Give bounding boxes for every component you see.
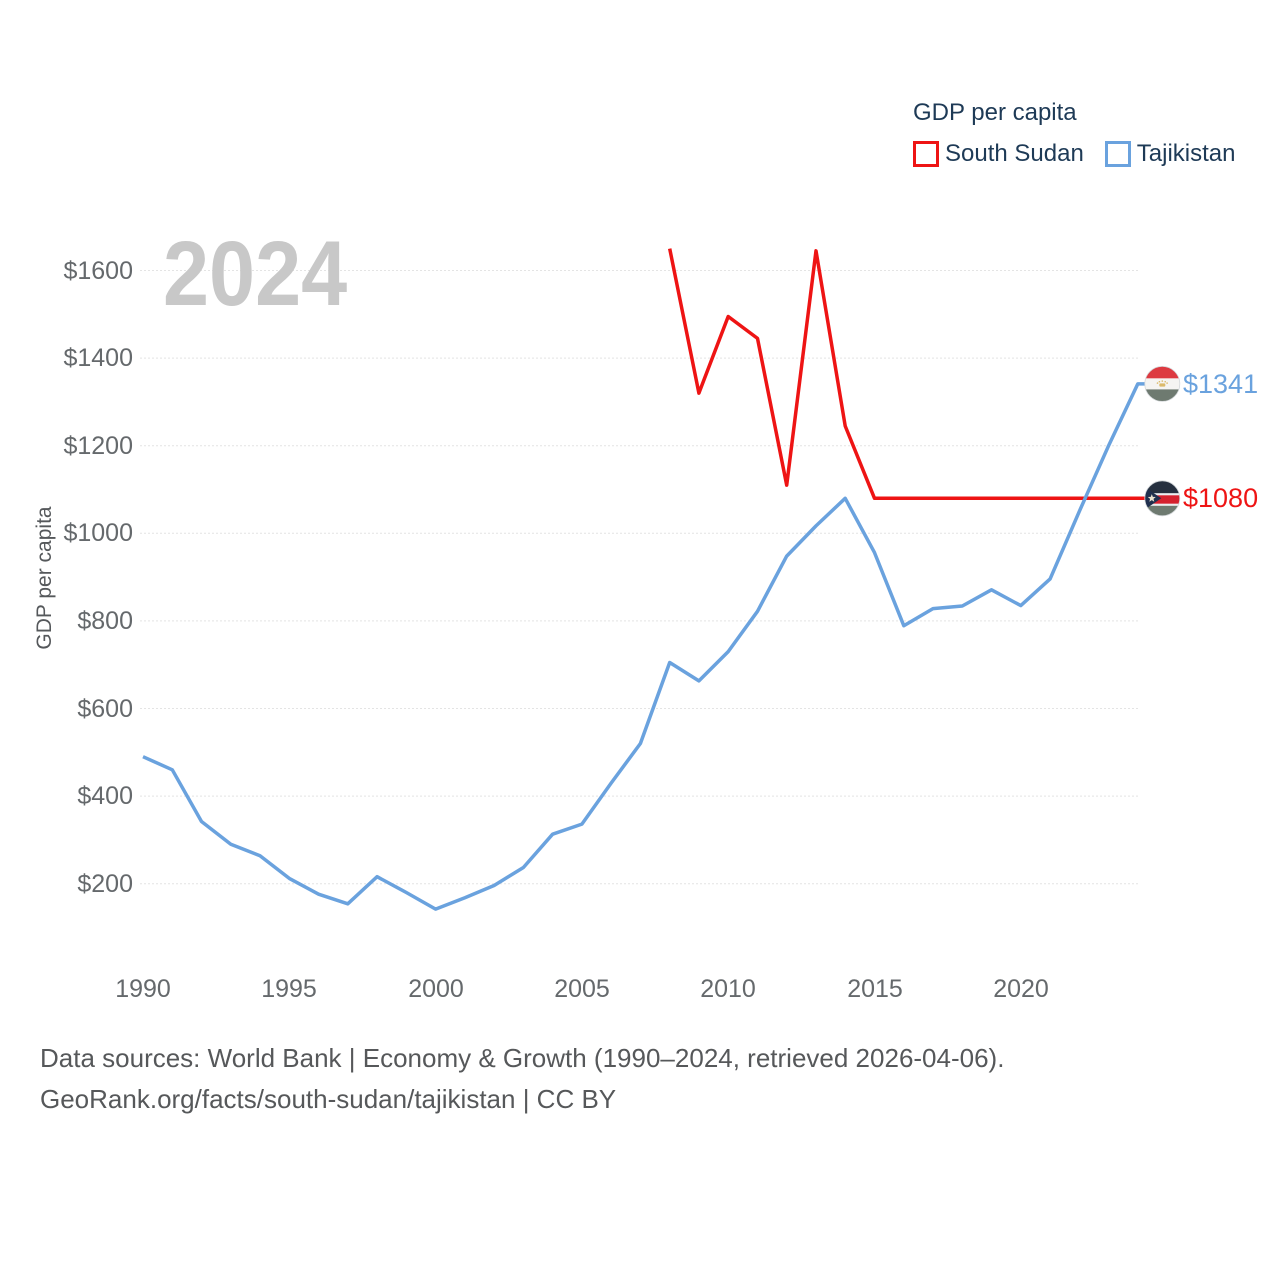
y-axis-title: GDP per capita xyxy=(33,506,56,650)
x-tick-label: 2010 xyxy=(700,975,756,1003)
tajikistan-swatch-icon xyxy=(1104,141,1131,167)
south-sudan-end-value-label: $1080 xyxy=(1183,483,1259,513)
x-tick-label: 2015 xyxy=(847,975,903,1003)
y-tick-label: $1000 xyxy=(63,519,133,547)
south-sudan-flag-icon xyxy=(1144,480,1181,517)
y-tick-label: $600 xyxy=(77,695,133,723)
legend-label: Tajikistan xyxy=(1136,140,1236,167)
y-tick-label: $200 xyxy=(77,870,133,898)
tajikistan-flag-icon xyxy=(1144,365,1181,402)
y-tick-label: $800 xyxy=(77,607,133,635)
y-tick-label: $1400 xyxy=(63,344,133,372)
attribution-text: GeoRank.org/facts/south-sudan/tajikistan… xyxy=(40,1084,617,1114)
legend-item-south-sudan[interactable]: South Sudan xyxy=(913,140,1084,168)
data-sources-text: Data sources: World Bank | Economy & Gro… xyxy=(40,1043,1005,1073)
gridlines xyxy=(140,270,1140,885)
legend-title: GDP per capita xyxy=(913,99,1077,126)
south-sudan-swatch-icon xyxy=(913,141,939,167)
y-tick-label: $1200 xyxy=(63,432,133,460)
tajikistan-end-value-label: $1341 xyxy=(1183,369,1259,399)
x-tick-label: 2000 xyxy=(408,975,464,1003)
legend: GDP per capita South Sudan Tajikistan xyxy=(913,99,1236,168)
series-line-south-sudan xyxy=(667,248,1150,501)
y-tick-label: $1600 xyxy=(63,257,133,285)
x-tick-label: 1990 xyxy=(115,975,171,1003)
series-line-tajikistan xyxy=(142,382,1150,911)
x-tick-label: 2005 xyxy=(554,975,610,1003)
x-tick-label: 2020 xyxy=(993,975,1049,1003)
x-tick-label: 1995 xyxy=(261,975,317,1003)
legend-label: South Sudan xyxy=(945,140,1084,167)
legend-row: South Sudan Tajikistan xyxy=(913,140,1236,168)
year-watermark: 2024 xyxy=(163,223,348,325)
y-tick-label: $400 xyxy=(77,782,133,810)
series-lines xyxy=(142,248,1150,911)
legend-item-tajikistan[interactable]: Tajikistan xyxy=(1104,140,1236,168)
